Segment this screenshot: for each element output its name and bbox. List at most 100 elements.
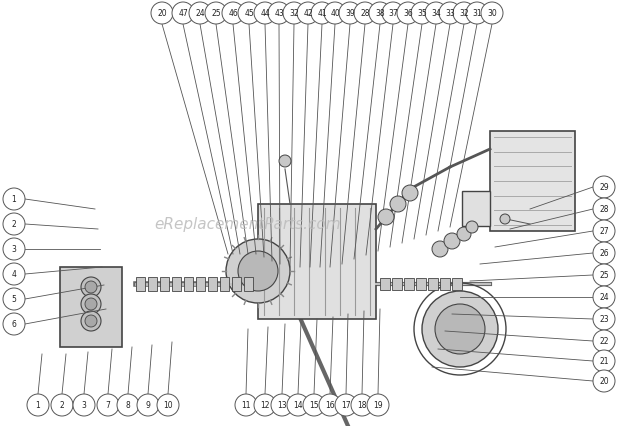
Text: 43: 43 bbox=[274, 9, 284, 18]
Circle shape bbox=[425, 3, 447, 25]
Circle shape bbox=[172, 3, 194, 25]
Circle shape bbox=[335, 394, 357, 416]
Circle shape bbox=[593, 308, 615, 330]
Bar bbox=[462, 192, 490, 227]
Circle shape bbox=[466, 222, 478, 233]
Circle shape bbox=[351, 394, 373, 416]
Bar bbox=[244, 277, 253, 291]
Circle shape bbox=[369, 3, 391, 25]
Text: 2: 2 bbox=[12, 220, 16, 229]
Circle shape bbox=[85, 281, 97, 294]
Circle shape bbox=[319, 394, 341, 416]
Circle shape bbox=[137, 394, 159, 416]
Text: 3: 3 bbox=[82, 400, 86, 409]
Text: 31: 31 bbox=[472, 9, 482, 18]
Circle shape bbox=[339, 3, 361, 25]
Circle shape bbox=[51, 394, 73, 416]
Circle shape bbox=[354, 3, 376, 25]
Text: 20: 20 bbox=[157, 9, 167, 18]
Bar bbox=[184, 277, 193, 291]
Bar bbox=[220, 277, 229, 291]
Circle shape bbox=[439, 3, 461, 25]
Text: 9: 9 bbox=[146, 400, 151, 409]
Circle shape bbox=[500, 215, 510, 225]
Text: 19: 19 bbox=[373, 400, 383, 409]
Bar bbox=[392, 278, 402, 290]
Circle shape bbox=[283, 3, 305, 25]
Bar bbox=[60, 268, 122, 347]
Text: 28: 28 bbox=[600, 205, 609, 214]
Circle shape bbox=[238, 251, 278, 291]
Text: 16: 16 bbox=[325, 400, 335, 409]
Circle shape bbox=[3, 189, 25, 210]
Circle shape bbox=[287, 394, 309, 416]
Circle shape bbox=[157, 394, 179, 416]
Circle shape bbox=[444, 233, 460, 249]
Circle shape bbox=[27, 394, 49, 416]
Text: 40: 40 bbox=[330, 9, 340, 18]
Circle shape bbox=[254, 3, 276, 25]
Circle shape bbox=[81, 277, 101, 297]
Circle shape bbox=[593, 350, 615, 372]
Circle shape bbox=[466, 3, 488, 25]
Text: 21: 21 bbox=[600, 357, 609, 366]
Circle shape bbox=[205, 3, 227, 25]
Circle shape bbox=[311, 3, 333, 25]
Text: 7: 7 bbox=[105, 400, 110, 409]
Circle shape bbox=[279, 155, 291, 167]
Bar bbox=[452, 278, 462, 290]
Circle shape bbox=[453, 3, 475, 25]
Bar bbox=[172, 277, 181, 291]
Circle shape bbox=[235, 394, 257, 416]
Circle shape bbox=[226, 239, 290, 303]
Circle shape bbox=[390, 196, 406, 213]
Text: 2: 2 bbox=[60, 400, 64, 409]
Circle shape bbox=[593, 286, 615, 308]
Bar bbox=[208, 277, 217, 291]
Circle shape bbox=[238, 3, 260, 25]
Circle shape bbox=[81, 311, 101, 331]
Text: 46: 46 bbox=[228, 9, 238, 18]
Circle shape bbox=[378, 210, 394, 225]
Text: eReplacementParts.com: eReplacementParts.com bbox=[154, 217, 342, 232]
Circle shape bbox=[593, 242, 615, 265]
Circle shape bbox=[3, 288, 25, 310]
Circle shape bbox=[593, 265, 615, 286]
Bar bbox=[196, 277, 205, 291]
Text: 15: 15 bbox=[309, 400, 319, 409]
Circle shape bbox=[457, 227, 471, 242]
Circle shape bbox=[593, 330, 615, 352]
Bar bbox=[404, 278, 414, 290]
Text: 35: 35 bbox=[417, 9, 427, 18]
Text: 36: 36 bbox=[403, 9, 413, 18]
Text: 4: 4 bbox=[12, 270, 17, 279]
Text: 13: 13 bbox=[277, 400, 287, 409]
Text: 18: 18 bbox=[357, 400, 367, 409]
Circle shape bbox=[222, 3, 244, 25]
Text: 29: 29 bbox=[599, 183, 609, 192]
Text: 10: 10 bbox=[163, 400, 173, 409]
Text: 17: 17 bbox=[341, 400, 351, 409]
Bar bbox=[428, 278, 438, 290]
Circle shape bbox=[254, 394, 276, 416]
Text: 41: 41 bbox=[317, 9, 327, 18]
Bar bbox=[380, 278, 390, 290]
Text: 23: 23 bbox=[599, 315, 609, 324]
Text: 32: 32 bbox=[289, 9, 299, 18]
Bar bbox=[440, 278, 450, 290]
Text: 33: 33 bbox=[445, 9, 455, 18]
Text: 32: 32 bbox=[459, 9, 469, 18]
Circle shape bbox=[402, 186, 418, 201]
Circle shape bbox=[593, 199, 615, 221]
Circle shape bbox=[593, 370, 615, 392]
Bar bbox=[136, 277, 145, 291]
Text: 14: 14 bbox=[293, 400, 303, 409]
Circle shape bbox=[3, 213, 25, 236]
Text: 5: 5 bbox=[12, 295, 17, 304]
Circle shape bbox=[397, 3, 419, 25]
Text: 1: 1 bbox=[12, 195, 16, 204]
Circle shape bbox=[422, 291, 498, 367]
Circle shape bbox=[81, 294, 101, 314]
Text: 24: 24 bbox=[195, 9, 205, 18]
Text: 34: 34 bbox=[431, 9, 441, 18]
